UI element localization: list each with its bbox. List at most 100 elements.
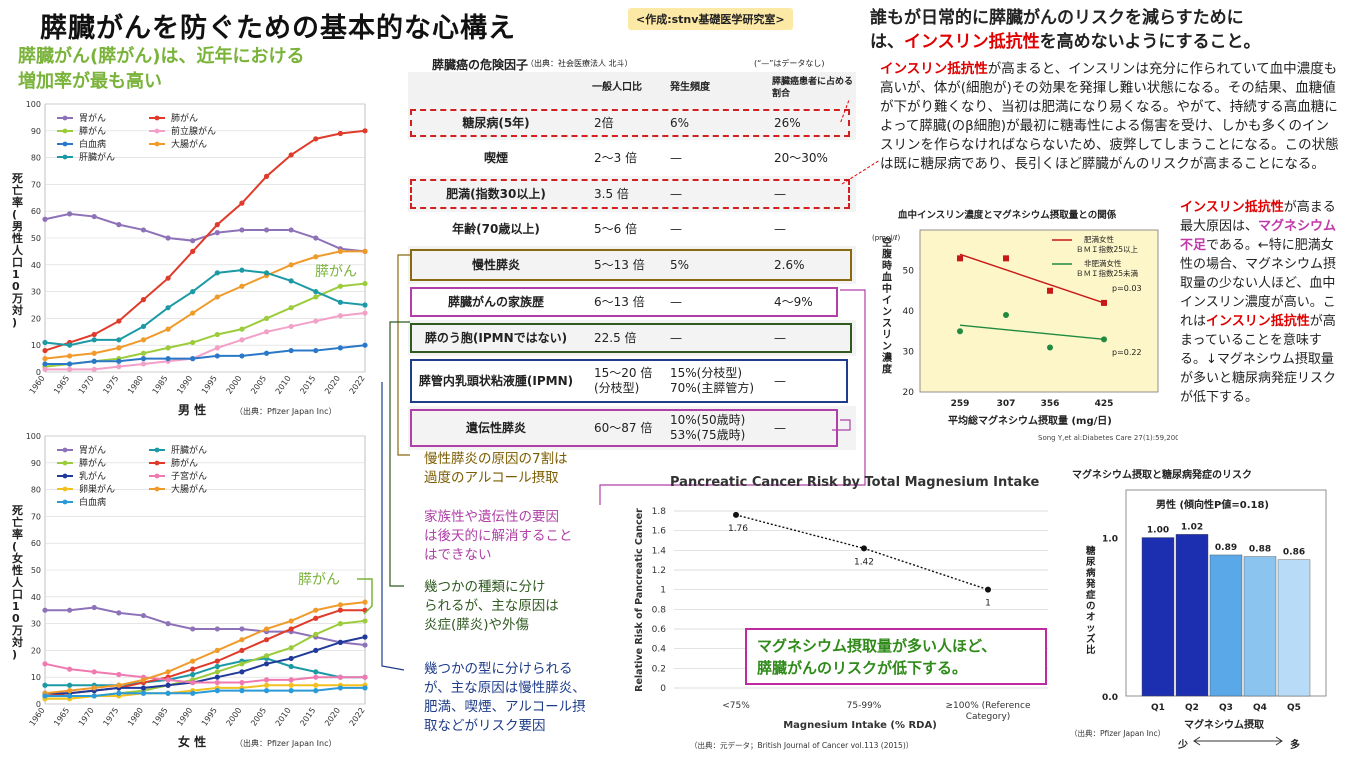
legend-label: 肥満女性ＢＭＩ指数25以上 [1076, 234, 1139, 254]
side-text-3: が高まっていることを意味する。↓マグネシウム摂取量が多いと糖尿病発症リスクが低下… [1180, 314, 1337, 405]
data-point [313, 631, 319, 637]
x-tick-label: 2005 [249, 706, 268, 728]
data-point [239, 647, 245, 653]
data-point [91, 366, 97, 372]
data-point [313, 289, 319, 295]
data-point [313, 318, 319, 324]
x-tick-label: 259 [951, 399, 970, 409]
x-tick-label: 1975 [101, 706, 120, 728]
x-tick-label: 1985 [151, 706, 170, 728]
p-value-obese: p=0.03 [1112, 284, 1142, 293]
data-point [288, 227, 294, 233]
x-tick-label: 1980 [126, 706, 145, 728]
data-point [42, 682, 48, 688]
insulin-x-label: 平均総マグネシウム摂取量 (mg/日) [948, 414, 1112, 427]
data-point [239, 267, 245, 273]
x-tick-label: 1960 [28, 374, 47, 396]
data-point [362, 310, 368, 316]
data-point [116, 345, 122, 351]
headline-insulin-resistance: インスリン抵抗性 [904, 32, 1040, 52]
data-point [313, 347, 319, 354]
p-value-nonobese: p=0.22 [1112, 348, 1142, 357]
risk-table-note: (“—”はデータなし) [754, 59, 825, 68]
data-point [362, 280, 368, 287]
data-point [288, 645, 294, 651]
risk-cell-name: 膵臓がんの家族歴 [447, 294, 544, 309]
annotation-arrow [357, 578, 373, 615]
pancreatic-risk-chart: Pancreatic Cancer Risk by Total Magnesiu… [634, 475, 1048, 750]
data-point [1003, 312, 1009, 319]
bar [1277, 559, 1311, 697]
risk-cell-ratio: 60〜87 倍 [594, 420, 653, 435]
data-point [116, 671, 122, 678]
insulin-y-label: 空腹時血中インスリン濃度 [882, 236, 893, 376]
risk-cell-share: 20〜30% [774, 150, 828, 165]
risk-table-row: 年齢(70歳以上) 5〜6 倍 — — [408, 212, 856, 246]
y-tick-label: 0 [36, 700, 41, 709]
pancreatic-chart-title: Pancreatic Cancer Risk by Total Magnesiu… [670, 475, 1040, 490]
male-mortality-chart: 0 10 20 30 40 50 60 70 80 90 100 1960 1965 1970 1975 19… [11, 100, 368, 417]
y-tick-label: 50 [31, 234, 41, 243]
data-point [288, 262, 294, 268]
x-tick-label: Q1 [1151, 703, 1165, 713]
x-tick-label: <75% [722, 701, 750, 711]
risk-cell-freq: — [670, 221, 682, 236]
risk-cell-name: 膵のう胞(IPMNではない) [424, 330, 568, 345]
y-tick-label: 20 [903, 388, 915, 398]
series-line [45, 312, 366, 371]
data-point [985, 586, 991, 593]
data-point [288, 663, 294, 670]
y-tick-label: 100 [26, 100, 41, 109]
data-point [67, 693, 73, 699]
headline-part-1: 誰もが日常的に膵臓がんのリスクを減らすために [870, 8, 1244, 28]
legend-label: 乳がん [79, 470, 106, 482]
bar [1209, 554, 1243, 697]
header-frequency: 発生頻度 [670, 82, 710, 93]
data-point [165, 690, 171, 696]
x-tick-label: 1960 [28, 706, 47, 728]
diabetes-subtitle: 男性 (傾向性P値=0.18) [1156, 498, 1269, 511]
pancreatic-annotation: 膵がん [298, 572, 340, 588]
side-red-1: インスリン抵抗性 [1180, 200, 1284, 215]
y-tick-label: 80 [31, 486, 41, 495]
data-point [337, 607, 343, 613]
trend-line [959, 253, 1105, 304]
x-tick-label: 307 [997, 399, 1016, 409]
data-point [116, 690, 122, 696]
risk-cell-ratio: 5〜6 倍 [594, 221, 638, 236]
data-point [263, 329, 270, 335]
x-tick-label: 1965 [52, 706, 71, 728]
risk-table-title: 膵臓癌の危険因子 [432, 58, 529, 72]
connector-lines [381, 100, 880, 671]
x-tick-label: ≥100% (Reference Category) [946, 701, 1031, 722]
data-point [313, 254, 319, 260]
data-point [140, 612, 147, 619]
data-point [362, 634, 368, 640]
data-point [42, 356, 48, 362]
data-point [140, 361, 147, 367]
risk-table-row: 膵臓がんの家族歴 6〜13 倍 — 4〜9% [408, 284, 856, 320]
legend-swatch-dot [154, 141, 160, 147]
x-tick-label: 2022 [348, 374, 367, 396]
risk-cell-freq: — [670, 294, 682, 309]
data-point [67, 688, 73, 694]
intake-arrow-heads [1193, 736, 1283, 746]
connector-line [841, 159, 880, 185]
headline-part-3: を高めないようにすること。 [1039, 32, 1261, 52]
data-point [362, 248, 368, 254]
legend-label: 胃がん [79, 444, 106, 456]
legend-swatch-dot [154, 460, 160, 466]
legend-swatch-dot [62, 473, 68, 479]
data-point [1101, 299, 1107, 306]
data-point [337, 621, 343, 627]
data-point [165, 326, 171, 332]
risk-cell-name: 糖尿病(5年) [462, 115, 530, 130]
bar-value-label: 0.86 [1283, 548, 1305, 558]
legend-swatch-dot [62, 141, 68, 147]
y-tick-label: 100 [26, 432, 41, 441]
data-point [263, 688, 270, 694]
pancreatic-x-label: Magnesium Intake (% RDA) [783, 720, 937, 731]
data-point [337, 313, 343, 319]
data-point [140, 350, 147, 356]
connector-line [389, 321, 410, 587]
